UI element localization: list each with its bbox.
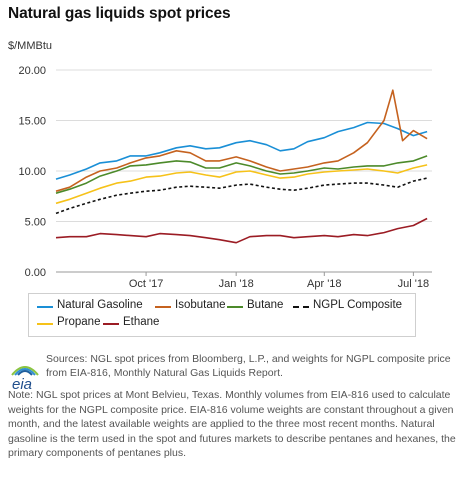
- series-line-natural-gasoline: [55, 121, 428, 180]
- legend-label-ethane: Ethane: [123, 316, 160, 328]
- legend-label-propane: Propane: [57, 316, 101, 328]
- svg-text:eia: eia: [12, 376, 32, 393]
- y-tick-label: 0.00: [25, 267, 46, 279]
- x-axis-ticks: Oct '17 Jan '18 Apr '18 Jul '18: [129, 272, 429, 290]
- y-tick-label: 10.00: [18, 166, 46, 178]
- series-line-isobutane: [55, 89, 428, 192]
- y-tick-label: 20.00: [18, 65, 46, 77]
- legend-swatch-butane: [227, 306, 243, 308]
- note-text: Note: NGL spot prices at Mont Belvieu, T…: [8, 389, 456, 459]
- chart-title: Natural gas liquids spot prices: [8, 5, 231, 22]
- eia-logo: eia: [11, 366, 39, 393]
- sources-text: Sources: NGL spot prices from Bloomberg,…: [46, 353, 451, 379]
- y-tick-label: 5.00: [25, 217, 46, 229]
- series-line-butane: [55, 155, 428, 194]
- chart-legend: Natural Gasoline Isobutane Butane NGPL C…: [28, 293, 416, 337]
- y-axis-unit-label: $/MMBtu: [8, 40, 53, 52]
- x-tick-label: Apr '18: [307, 278, 342, 290]
- legend-swatch-ethane: [103, 323, 119, 325]
- x-tick-label: Oct '17: [129, 278, 164, 290]
- x-tick-label: Jul '18: [398, 278, 429, 290]
- legend-swatch-propane: [37, 323, 53, 325]
- series-lines: [55, 89, 428, 244]
- series-line-propane: [55, 164, 428, 205]
- line-chart: 0.00 5.00 10.00 15.00 20.00 Oct '17 Jan '18 Ap…: [18, 65, 432, 290]
- legend-label-natural-gasoline: Natural Gasoline: [57, 299, 143, 311]
- y-tick-label: 15.00: [18, 116, 46, 128]
- legend-label-ngpl-composite: NGPL Composite: [313, 299, 403, 311]
- series-line-ngpl-composite: [55, 177, 428, 215]
- y-axis-ticks: 0.00 5.00 10.00 15.00 20.00: [18, 65, 46, 279]
- series-line-ethane: [55, 217, 428, 244]
- legend-swatch-isobutane: [155, 306, 171, 308]
- legend-swatch-ngpl-composite: [293, 306, 309, 308]
- x-tick-label: Jan '18: [219, 278, 254, 290]
- legend-label-isobutane: Isobutane: [175, 299, 226, 311]
- legend-swatch-natural-gasoline: [37, 306, 53, 308]
- legend-label-butane: Butane: [247, 299, 284, 311]
